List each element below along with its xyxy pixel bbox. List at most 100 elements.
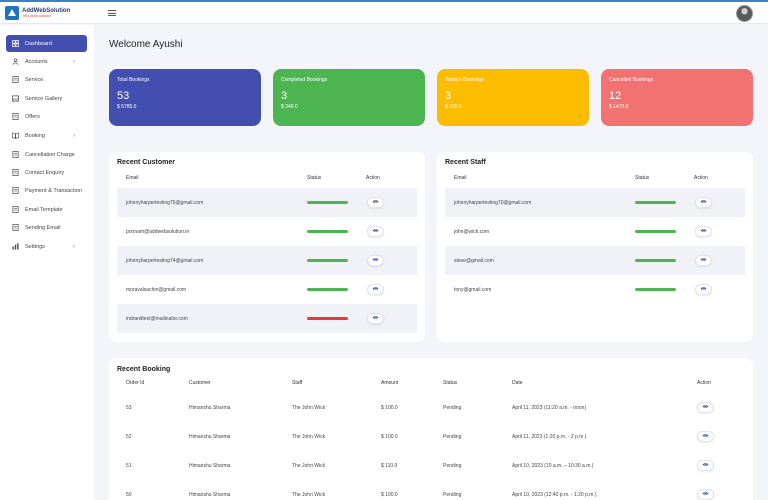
row-date: April 10, 2023 (12:40 p.m. - 1:20 p.m.) <box>512 491 597 498</box>
top-accent-line <box>0 0 768 2</box>
brand-name: AddWebSolution <box>22 7 71 14</box>
eye-icon <box>372 199 379 206</box>
sidebar-item-service[interactable]: Service <box>6 71 87 88</box>
sidebar-item-label: Service Gallery <box>25 95 63 102</box>
sidebar-item-cancellation-charge[interactable]: Cancellation Charge <box>6 146 87 163</box>
brand-tagline: "let's build solution" <box>22 13 53 18</box>
row-status: Pending <box>443 433 462 440</box>
stat-count: 53 <box>117 90 130 102</box>
sidebar-item-service-gallery[interactable]: Service Gallery <box>6 90 87 107</box>
row-customer: Himanshu Sharma <box>189 462 231 469</box>
row-status: Pending <box>443 462 462 469</box>
eye-icon <box>702 462 709 469</box>
booking-order-header: Order Id <box>126 380 145 386</box>
staff-action-header: Action <box>694 175 708 181</box>
stat-card-completed-bookings[interactable]: Completed Bookings 3 $ 349.0 <box>273 69 425 126</box>
row-amount: $ 110.0 <box>381 462 398 469</box>
view-button[interactable] <box>697 460 714 471</box>
table-row: poonam@addwebsolution.in <box>117 217 417 246</box>
table-row: moravalsachin@gmail.com <box>117 275 417 304</box>
row-email: johnnyharpertesting74@gmail.com <box>126 257 204 264</box>
table-row: 50 Himanshu Sharma The John Wick $ 100.0 Pen… <box>117 480 753 500</box>
table-row: indranittest@mailinator.com <box>117 304 417 333</box>
view-button[interactable] <box>697 489 714 500</box>
sidebar-item-label: Offers <box>25 113 40 120</box>
document-icon <box>12 151 19 158</box>
chevron-right-icon: › <box>73 58 75 65</box>
stat-amount: $ 1470.0 <box>609 104 629 110</box>
view-button[interactable] <box>697 402 714 413</box>
sidebar-item-dashboard[interactable]: Dashboard <box>6 35 87 52</box>
row-order-id: 53 <box>126 404 132 411</box>
user-avatar[interactable] <box>736 5 753 22</box>
stat-count: 3 <box>281 90 288 102</box>
stat-count: 12 <box>609 90 622 102</box>
view-button[interactable] <box>367 284 384 295</box>
brand-logo[interactable]: AddWebSolution "let's build solution" <box>5 6 70 20</box>
sidebar-item-sending-email[interactable]: Sending Email <box>6 219 87 236</box>
document-icon <box>12 113 19 120</box>
recent-booking-card: Recent Booking Order Id Customer Staff A… <box>109 358 753 500</box>
document-icon <box>12 224 19 231</box>
view-button[interactable] <box>367 197 384 208</box>
sidebar-item-accounts[interactable]: Accounts › <box>6 53 87 70</box>
view-button[interactable] <box>695 226 712 237</box>
view-button[interactable] <box>367 313 384 324</box>
booking-amount-header: Amount <box>381 380 399 386</box>
status-indicator <box>635 259 676 262</box>
sidebar-item-label: Dashboard <box>25 40 52 47</box>
sidebar-item-contact-enquiry[interactable]: Contact Enquiry <box>6 164 87 181</box>
eye-icon <box>372 286 379 293</box>
row-amount: $ 100.0 <box>381 491 398 498</box>
row-date: April 10, 2023 (10 a.m. – 10:30 a.m.) <box>512 462 594 469</box>
sidebar-item-settings[interactable]: Settings › <box>6 238 87 255</box>
recent-customer-title: Recent Customer <box>117 159 175 166</box>
stat-label: Today's Bookings <box>445 77 484 83</box>
eye-icon <box>372 228 379 235</box>
sidebar-item-label: Contact Enquiry <box>25 169 65 176</box>
document-icon <box>12 206 19 213</box>
hamburger-menu-icon[interactable] <box>108 10 116 16</box>
stat-card-total-bookings[interactable]: Total Bookings 53 $ 5785.0 <box>109 69 261 126</box>
table-row: johnnyharpertesting74@gmail.com <box>117 246 417 275</box>
stat-label: Cancelled Bookings <box>609 77 654 83</box>
booking-status-header: Status <box>443 380 458 386</box>
stat-card-today-s-bookings[interactable]: Today's Bookings 3 $ 330.0 <box>437 69 589 126</box>
sidebar-item-email-template[interactable]: Email Template <box>6 201 87 218</box>
stat-card-cancelled-bookings[interactable]: Cancelled Bookings 12 $ 1470.0 <box>601 69 753 126</box>
view-button[interactable] <box>367 255 384 266</box>
page-title: Welcome Ayushi <box>109 39 183 50</box>
stat-amount: $ 330.0 <box>445 104 462 110</box>
view-button[interactable] <box>695 197 712 208</box>
eye-icon <box>700 199 707 206</box>
view-button[interactable] <box>367 226 384 237</box>
sidebar-item-booking[interactable]: Booking › <box>6 127 87 144</box>
view-button[interactable] <box>695 255 712 266</box>
logo-mark-icon <box>5 6 19 20</box>
sidebar-item-offers[interactable]: Offers <box>6 108 87 125</box>
eye-icon <box>702 404 709 411</box>
table-row: johnnyharpertesting70@gmail.com <box>445 188 745 217</box>
sidebar-item-label: Sending Email <box>25 224 61 231</box>
document-icon <box>12 169 19 176</box>
view-button[interactable] <box>695 284 712 295</box>
row-email: steve@gmail.com <box>454 257 494 264</box>
sidebar-item-payment-transaction[interactable]: Payment & Transaction <box>6 182 87 199</box>
recent-staff-title: Recent Staff <box>445 159 486 166</box>
row-staff: The John Wick <box>292 433 326 440</box>
chevron-right-icon: › <box>73 243 75 250</box>
sidebar-item-label: Email Template <box>25 206 63 213</box>
view-button[interactable] <box>697 431 714 442</box>
eye-icon <box>372 257 379 264</box>
table-row: 53 Himanshu Sharma The John Wick $ 100.0 Pen… <box>117 393 753 422</box>
eye-icon <box>372 315 379 322</box>
row-status: Pending <box>443 491 462 498</box>
row-staff: The John Wick <box>292 462 326 469</box>
table-row: steve@gmail.com <box>445 246 745 275</box>
document-icon <box>12 187 19 194</box>
sidebar-item-label: Settings <box>25 243 45 250</box>
booking-customer-header: Customer <box>189 380 211 386</box>
status-indicator <box>307 288 348 291</box>
grid-icon <box>12 40 19 47</box>
chevron-right-icon: › <box>73 132 75 139</box>
